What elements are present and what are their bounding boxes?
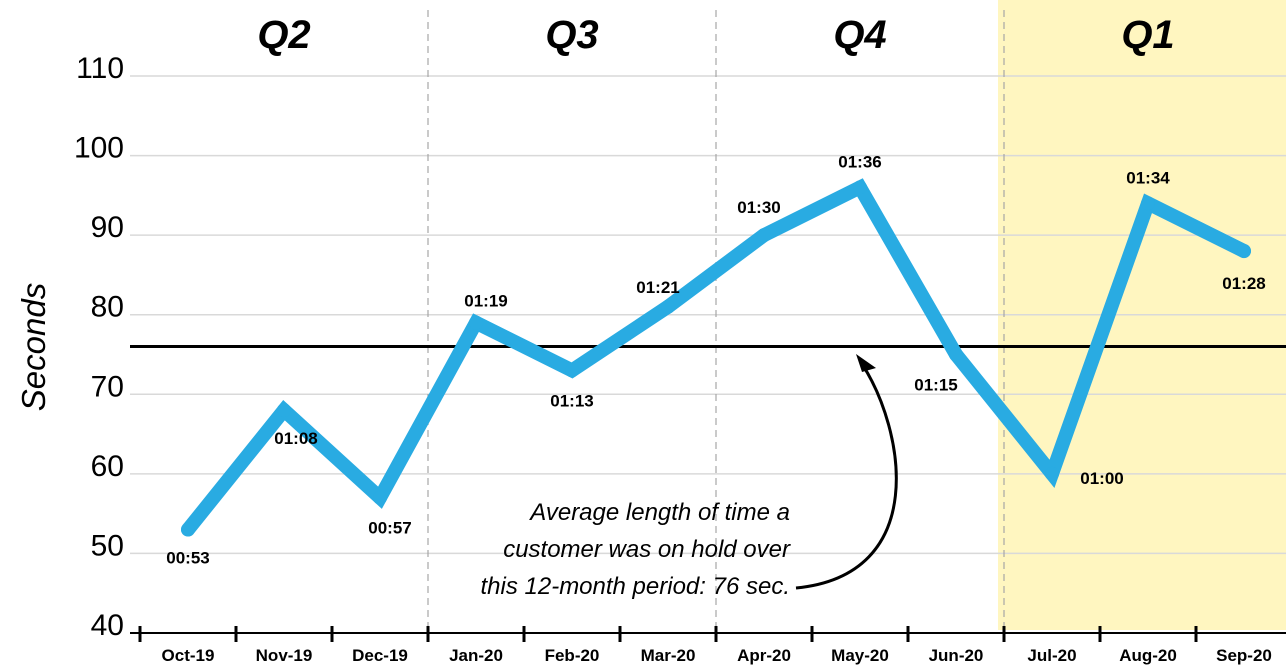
- quarter-label: Q3: [545, 13, 598, 57]
- annotation-arrowhead-icon: [856, 354, 876, 372]
- y-tick-label: 70: [91, 370, 124, 403]
- x-tick-label: Feb-20: [545, 646, 600, 665]
- data-label: 01:21: [636, 278, 679, 297]
- data-point: [1141, 196, 1155, 211]
- quarter-separators: [427, 10, 1005, 640]
- y-tick-label: 80: [91, 291, 124, 324]
- x-tick-label: Aug-20: [1119, 646, 1177, 665]
- y-tick-label: 110: [76, 52, 124, 85]
- x-tick-label: Jul-20: [1027, 646, 1076, 665]
- data-point: [373, 490, 387, 505]
- x-tick-label: Jan-20: [449, 646, 503, 665]
- series-line: [181, 178, 1251, 537]
- x-tick-label: May-20: [831, 646, 889, 665]
- x-tick-label: Dec-19: [352, 646, 408, 665]
- data-point: [1237, 244, 1251, 259]
- x-tick-label: Jun-20: [929, 646, 984, 665]
- data-label: 01:36: [838, 152, 881, 171]
- quarter-labels: Q2 Q3 Q4 Q1: [257, 13, 1174, 57]
- data-label: 01:19: [464, 292, 507, 311]
- data-point: [181, 522, 195, 537]
- y-tick-label: 50: [91, 529, 124, 562]
- annotation-line-3: this 12-month period: 76 sec.: [480, 573, 790, 600]
- data-point: [469, 315, 483, 330]
- data-point: [565, 363, 579, 378]
- data-label: 01:13: [550, 391, 593, 410]
- y-tick-label: 90: [91, 211, 124, 244]
- y-tick-label: 100: [74, 132, 124, 165]
- y-tick-label: 60: [91, 450, 124, 483]
- y-axis-ticks: 40 50 60 70 80 90 100 110: [74, 52, 124, 642]
- quarter-label: Q4: [833, 13, 886, 57]
- quarter-label: Q1: [1121, 13, 1174, 57]
- data-point: [1045, 466, 1059, 481]
- data-label: 01:28: [1222, 274, 1265, 293]
- data-label: 00:53: [166, 549, 209, 568]
- x-axis: Oct-19 Nov-19 Dec-19 Jan-20 Feb-20 Mar-20 Apr-…: [130, 626, 1286, 665]
- data-point: [757, 228, 771, 243]
- x-tick-label: Oct-19: [162, 646, 215, 665]
- data-label: 01:30: [737, 198, 780, 217]
- data-points: [181, 180, 1251, 537]
- data-labels: 00:53 01:08 00:57 01:19 01:13 01:21 01:30 01:36…: [166, 152, 1265, 567]
- average-annotation: Average length of time a customer was on…: [480, 354, 898, 600]
- x-tick-label: Sep-20: [1216, 646, 1272, 665]
- data-point: [661, 299, 675, 314]
- annotation-line-2: customer was on hold over: [503, 536, 791, 563]
- data-point: [853, 180, 867, 195]
- x-tick-label: Mar-20: [641, 646, 696, 665]
- x-tick-label: Nov-19: [256, 646, 313, 665]
- data-label: 00:57: [368, 519, 411, 538]
- data-label: 01:15: [914, 376, 957, 395]
- quarter-label: Q2: [257, 13, 310, 57]
- data-point: [277, 403, 291, 418]
- y-axis-label: Seconds: [15, 283, 52, 411]
- annotation-arrow: [795, 363, 898, 590]
- annotation-line-1: Average length of time a: [528, 499, 790, 526]
- y-tick-label: 40: [91, 609, 124, 642]
- data-label: 01:34: [1126, 168, 1170, 187]
- horizontal-gridlines: [130, 75, 1286, 555]
- data-point: [949, 347, 963, 362]
- x-tick-label: Apr-20: [737, 646, 791, 665]
- data-label: 01:08: [274, 429, 317, 448]
- data-label: 01:00: [1080, 469, 1123, 488]
